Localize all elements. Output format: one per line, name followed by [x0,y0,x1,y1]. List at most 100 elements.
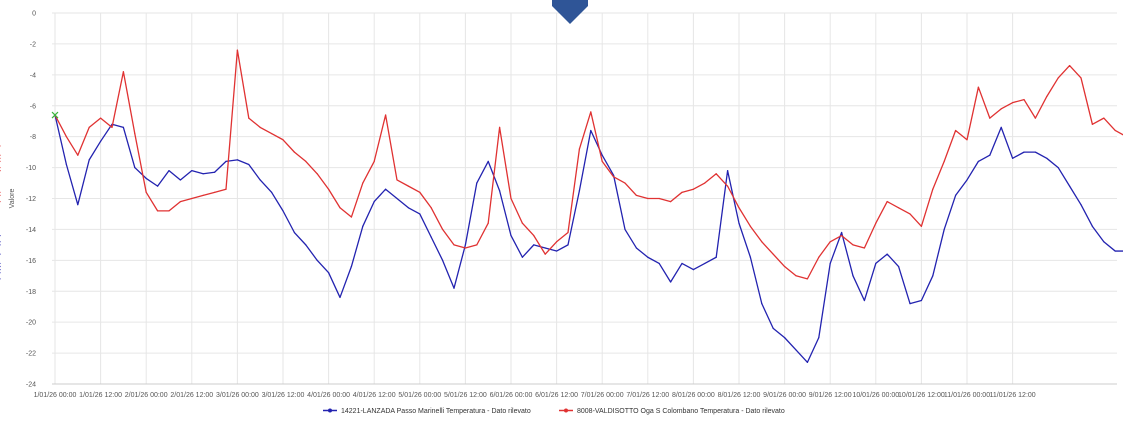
x-tick-label: 6/01/26 12:00 [535,392,578,399]
x-tick-label: 11/01/26 12:00 [989,392,1035,399]
data-point [1103,241,1105,243]
data-point [886,200,888,203]
data-point [521,256,524,258]
data-point [1080,204,1082,206]
y-tick-label: -12 [26,196,36,203]
data-point [704,262,706,265]
x-tick-label: 9/01/26 12:00 [809,392,852,399]
data-point [1012,157,1014,159]
data-point [88,126,90,128]
data-point [305,160,307,162]
data-point [510,197,512,200]
data-point [727,170,729,172]
data-point [1012,102,1014,104]
data-point [168,170,170,172]
y-tick-label: -6 [30,103,36,110]
x-tick-label: 11/01/26 00:00 [944,392,990,399]
legend-item[interactable]: 14221-LANZADA Passo Marinelli Temperatur… [323,408,531,415]
data-point [77,154,79,156]
data-point [533,235,535,237]
data-point [350,216,352,218]
x-tick-label: 2/01/26 12:00 [170,392,213,399]
data-point [544,247,546,249]
data-point [419,191,421,193]
data-point [1000,108,1002,110]
data-point [932,275,934,277]
data-point [761,241,763,243]
data-point [0,200,1,203]
data-point [647,256,649,258]
data-point [1069,64,1071,67]
data-point [248,117,250,119]
series-line-2 [54,49,1123,280]
data-point [202,194,204,197]
data-point [806,361,809,363]
y-tick-label: -18 [26,289,36,296]
data-point [784,337,786,339]
data-point [533,244,535,246]
data-point [122,126,124,128]
data-point [65,163,67,166]
data-point [738,222,740,224]
data-point [966,179,968,181]
data-point [863,247,866,249]
y-tick-label: -10 [26,165,36,172]
data-point [647,197,649,200]
data-point [590,129,592,132]
data-point [1000,126,1002,128]
data-point [191,170,193,172]
legend-item[interactable]: 8008-VALDISOTTO Oga S Colombano Temperat… [559,408,785,415]
data-point [0,262,1,265]
data-point [476,244,478,246]
data-point [1069,185,1071,187]
y-tick-label: -16 [26,258,36,265]
data-point [1046,95,1048,98]
data-point [601,160,603,162]
data-point [0,253,1,255]
y-tick-label: -20 [26,320,36,327]
data-point [134,166,136,169]
data-point [77,204,79,206]
data-point [282,210,284,212]
legend-marker-icon [564,408,568,413]
data-point [578,148,581,150]
data-point [282,139,284,141]
data-point [442,228,444,231]
data-point [601,154,603,156]
data-point [179,179,181,181]
data-point [1091,123,1093,125]
x-tick-label: 7/01/26 12:00 [626,392,669,399]
data-point [841,235,843,237]
data-point [328,272,330,274]
data-point [898,265,900,268]
data-point [179,200,181,203]
data-point [430,236,432,238]
data-point [168,210,170,212]
x-tick-label: 10/01/26 00:00 [852,392,899,399]
data-point [1091,225,1093,227]
y-tick-label: -2 [30,41,36,48]
data-point [236,159,238,161]
data-point [350,265,352,268]
data-point [1023,98,1025,101]
data-point [464,247,466,249]
data-point [898,207,900,209]
x-tick-label: 10/01/26 12:00 [898,392,945,399]
data-point [100,140,102,142]
legend-marker-icon [328,408,332,413]
data-point [0,265,1,268]
data-point [259,126,261,128]
data-point [396,179,398,181]
data-point [692,188,695,190]
data-point [955,194,957,197]
data-point [943,160,945,162]
data-point [407,207,409,209]
data-point [373,160,375,162]
data-point [761,303,763,305]
data-point [829,241,831,243]
data-point [578,190,581,192]
data-point [476,182,478,184]
data-point [339,207,341,209]
data-point [499,126,501,128]
start-marker-icon [51,111,59,119]
